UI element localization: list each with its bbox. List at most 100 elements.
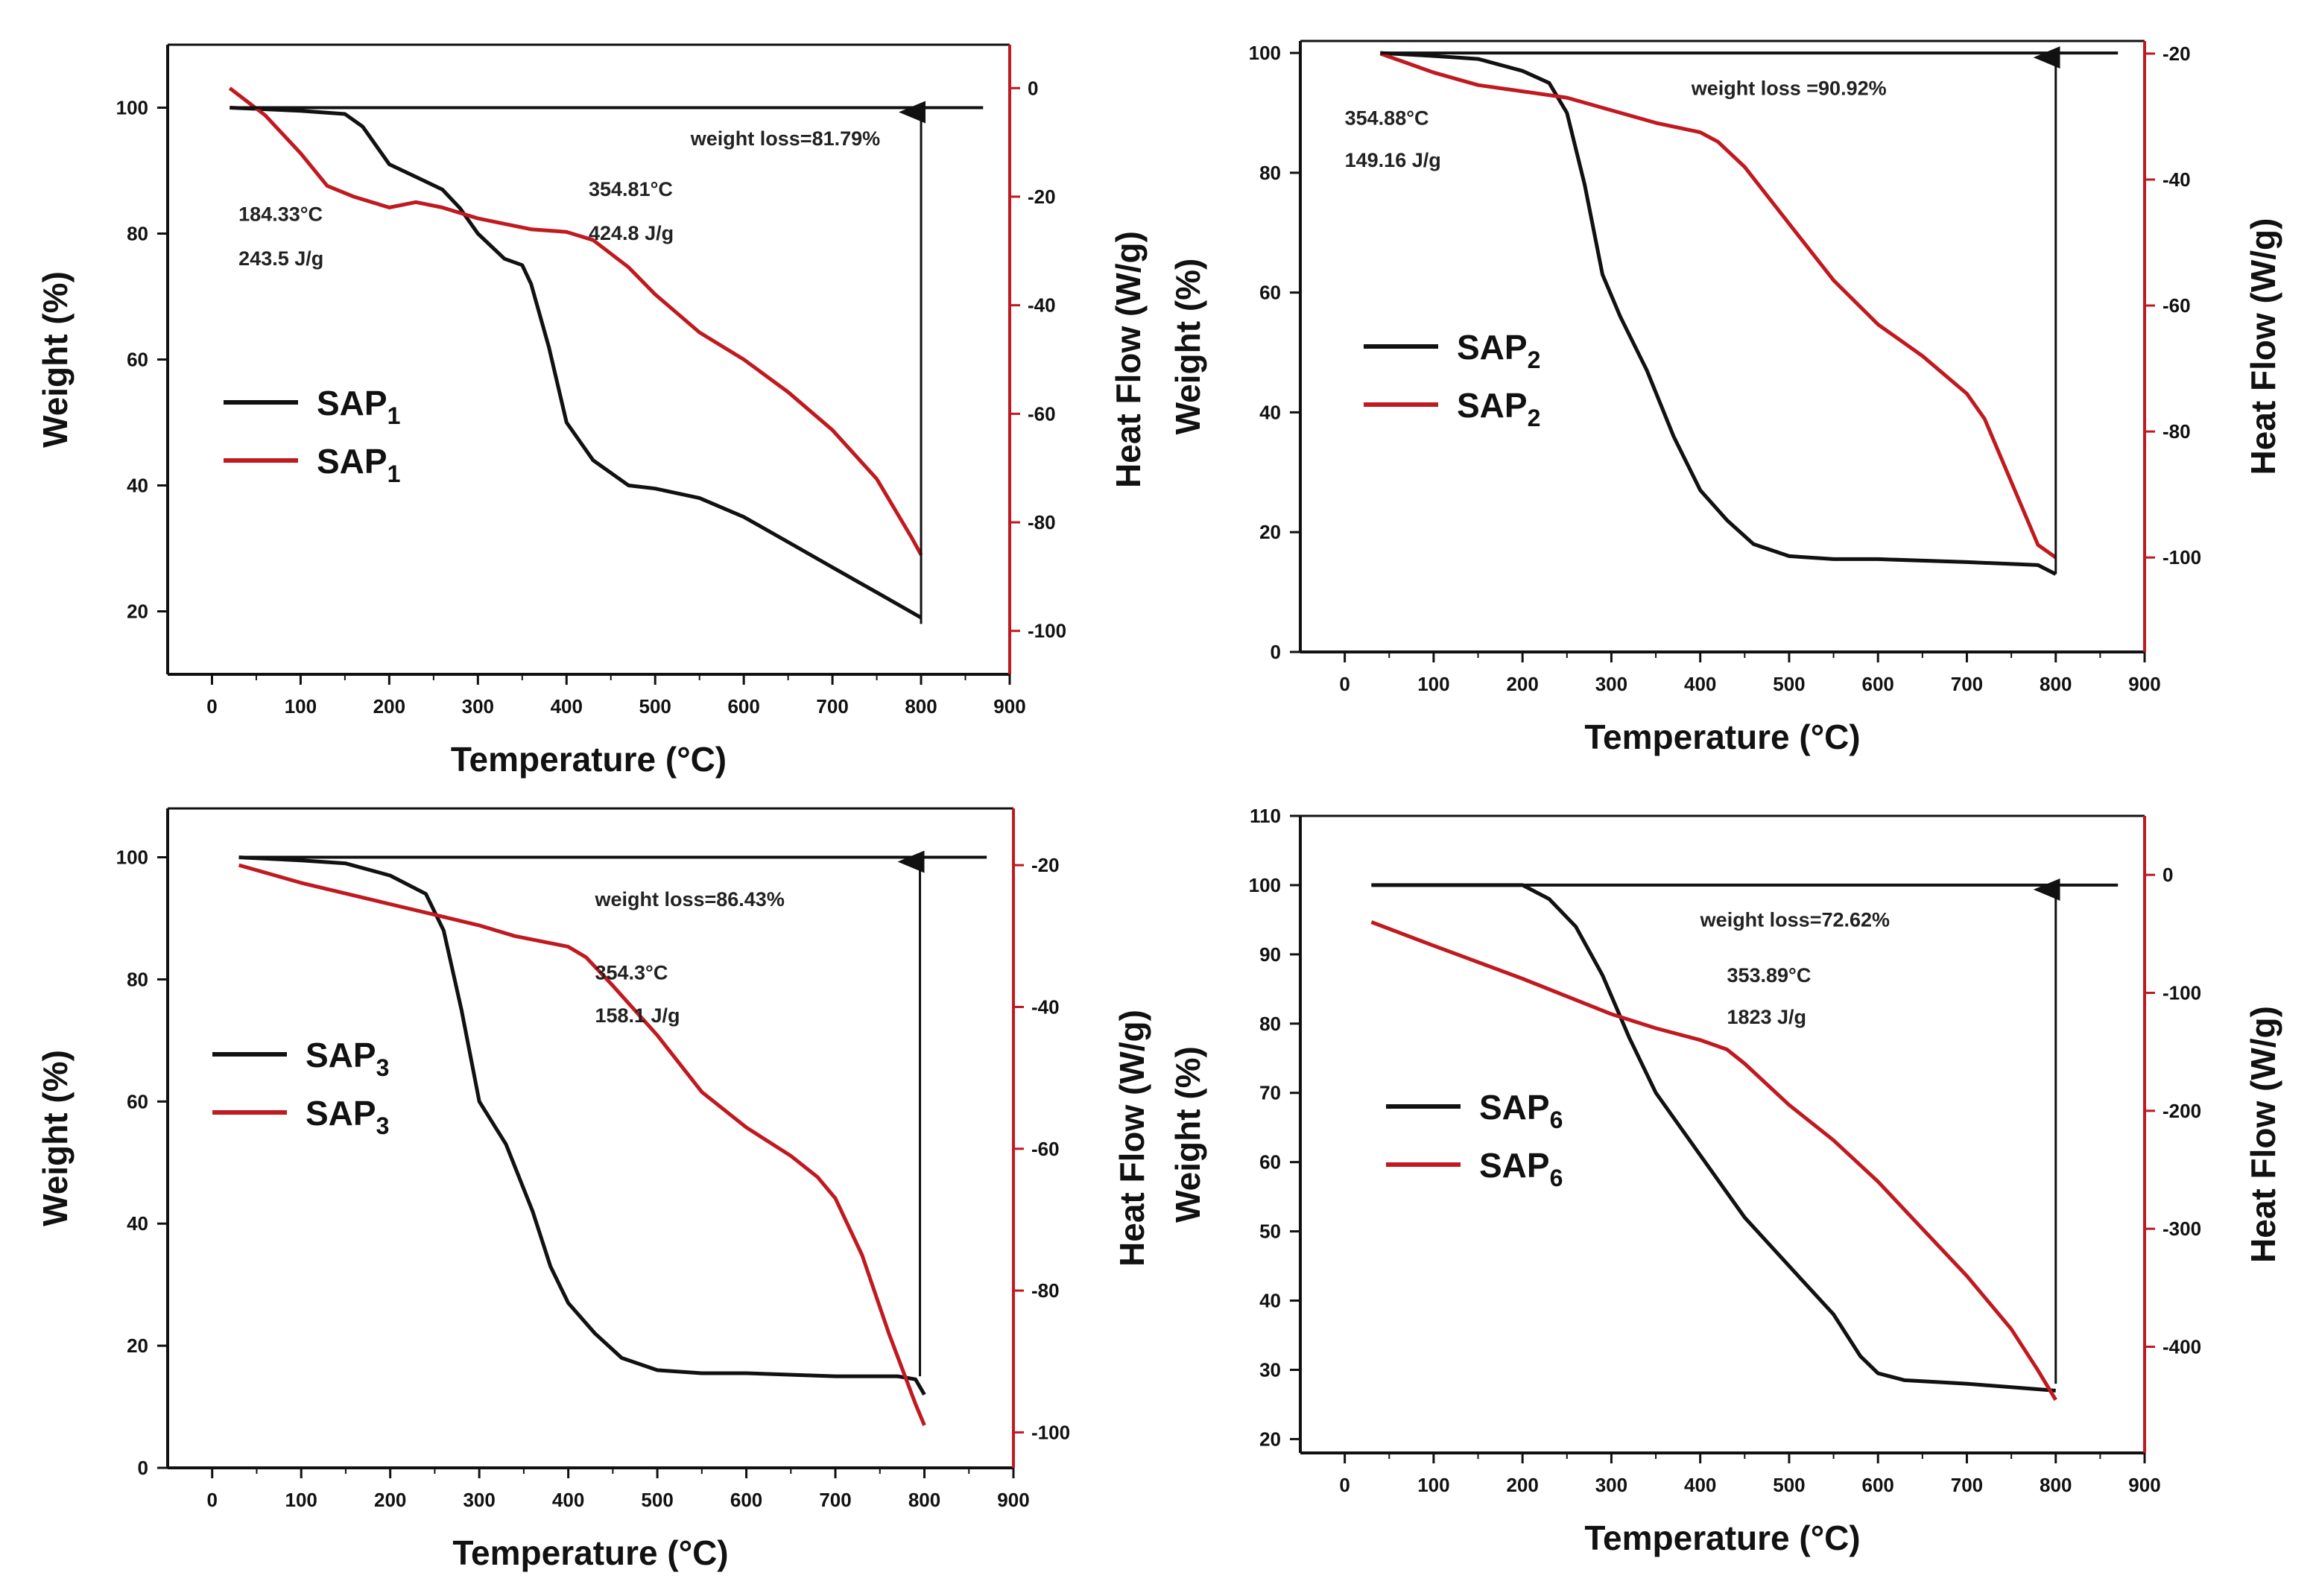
- x-tick-label: 500: [641, 1489, 673, 1511]
- x-tick-label: 900: [997, 1489, 1029, 1511]
- annotation-label: 158.1 J/g: [595, 1004, 680, 1027]
- x-tick-label: 200: [373, 695, 405, 718]
- x-axis-title: Temperature (°C): [1584, 1519, 1860, 1557]
- legend-subscript: 1: [387, 460, 401, 487]
- legend-name: SAP: [317, 442, 387, 481]
- x-tick-label: 800: [2040, 1474, 2072, 1496]
- x-tick-label: 100: [285, 695, 317, 718]
- x-axis-title: Temperature (°C): [451, 740, 727, 779]
- x-tick-label: 900: [2128, 673, 2160, 695]
- x-tick-label: 400: [552, 1489, 584, 1511]
- y-left-tick-label: 110: [1250, 805, 1281, 827]
- annotation-label: 354.3°C: [595, 961, 668, 984]
- legend-name: SAP: [1457, 328, 1528, 367]
- y-right-tick-label: -40: [1028, 294, 1056, 317]
- y-left-tick-label: 40: [1259, 401, 1281, 423]
- y-axis-left-title: Weight (%): [36, 271, 75, 448]
- x-tick-label: 300: [1595, 1474, 1627, 1496]
- y-right-tick-label: 0: [2162, 864, 2173, 886]
- x-tick-label: 600: [1862, 1474, 1894, 1496]
- y-right-tick-label: -100: [1028, 620, 1066, 642]
- annotation-label: 243.5 J/g: [238, 247, 323, 270]
- x-tick-label: 600: [730, 1489, 762, 1511]
- y-left-tick-label: 40: [127, 475, 148, 497]
- legend-label: SAP1: [317, 442, 400, 487]
- y-left-tick-label: 0: [1271, 641, 1281, 663]
- y-left-tick-label: 70: [1259, 1082, 1281, 1104]
- legend-name: SAP: [1479, 1088, 1550, 1127]
- y-left-tick-label: 50: [1259, 1220, 1281, 1243]
- y-axis-left-title: Weight (%): [1168, 259, 1207, 435]
- x-tick-label: 100: [1417, 673, 1449, 695]
- y-right-tick-label: -20: [1028, 186, 1056, 208]
- y-right-tick-label: -60: [1031, 1138, 1060, 1160]
- y-left-tick-label: 20: [1259, 1428, 1281, 1450]
- y-right-tick-label: -20: [1031, 854, 1060, 876]
- annotation-label: 354.81°C: [589, 178, 673, 200]
- y-right-tick-label: -80: [1031, 1279, 1060, 1302]
- x-tick-label: 200: [374, 1489, 406, 1511]
- legend-name: SAP: [317, 384, 387, 422]
- x-tick-label: 0: [207, 1489, 218, 1511]
- legend-label: SAP1: [317, 384, 400, 429]
- x-tick-label: 100: [285, 1489, 317, 1511]
- y-left-tick-label: 0: [138, 1457, 148, 1479]
- y-axis-right-title: Heat Flow (W/g): [1113, 1010, 1151, 1267]
- y-left-tick-label: 20: [127, 601, 148, 623]
- chart-panel-bottom-right: 0 100 200 300 400 500 600 700 800 900203040506070…: [1168, 805, 2282, 1557]
- legend-name: SAP: [1457, 386, 1528, 425]
- y-right-tick-label: -300: [2162, 1217, 2201, 1240]
- y-left-tick-label: 90: [1259, 943, 1281, 966]
- y-left-tick-label: 60: [127, 349, 148, 371]
- chart-panel-top-right: 0 100 200 300 400 500 600 700 800 900 0 20 40 60 80 100…: [1168, 39, 2282, 756]
- series-line-heat-flow: [1370, 920, 2057, 1402]
- legend-name: SAP: [306, 1036, 376, 1074]
- x-tick-label: 400: [551, 695, 583, 718]
- x-tick-label: 0: [1339, 673, 1350, 695]
- y-right-tick-label: -200: [2162, 1100, 2201, 1122]
- y-left-tick-label: 20: [127, 1334, 148, 1357]
- legend-label: SAP2: [1457, 386, 1540, 431]
- y-left-tick-label: 100: [116, 846, 148, 869]
- x-tick-label: 200: [1506, 673, 1538, 695]
- x-tick-label: 400: [1684, 673, 1716, 695]
- x-tick-label: 200: [1506, 1474, 1538, 1496]
- x-tick-label: 300: [462, 695, 494, 718]
- x-tick-label: 700: [819, 1489, 851, 1511]
- y-left-tick-label: 40: [1259, 1290, 1281, 1312]
- y-left-tick-label: 80: [127, 968, 148, 990]
- annotation-label: 149.16 J/g: [1345, 149, 1441, 171]
- series-line-heat-flow: [228, 86, 923, 556]
- y-axis-right-title: Heat Flow (W/g): [1109, 231, 1148, 488]
- legend-subscript: 2: [1528, 346, 1541, 373]
- y-right-tick-label: 0: [1028, 77, 1038, 99]
- x-tick-label: 900: [993, 695, 1025, 718]
- chart-panel-top-left: 0 100 200 300 400 500 600 700 800 900 20 40 60 80 100 0…: [36, 43, 1148, 779]
- legend-subscript: 2: [1528, 405, 1541, 431]
- annotation-label: weight loss =90.92%: [1691, 77, 1887, 99]
- series-line-heat-flow: [1379, 51, 2057, 560]
- annotation-label: weight loss=72.62%: [1700, 909, 1890, 931]
- y-axis-left-title: Weight (%): [1168, 1046, 1207, 1223]
- y-left-tick-label: 80: [127, 223, 148, 245]
- x-tick-label: 700: [1951, 673, 1983, 695]
- annotation-label: 424.8 J/g: [589, 222, 674, 244]
- y-right-tick-label: -100: [2162, 546, 2201, 569]
- x-tick-label: 800: [905, 695, 937, 718]
- y-axis-left-title: Weight (%): [36, 1050, 75, 1226]
- y-right-tick-label: -60: [1028, 402, 1056, 425]
- annotation-label: 354.88°C: [1345, 107, 1429, 130]
- x-tick-label: 300: [463, 1489, 495, 1511]
- x-tick-label: 0: [206, 695, 217, 718]
- x-axis-title: Temperature (°C): [452, 1533, 728, 1572]
- x-tick-label: 0: [1339, 1474, 1350, 1496]
- legend-label: SAP6: [1479, 1088, 1563, 1133]
- y-left-tick-label: 100: [116, 97, 148, 119]
- y-right-tick-label: -100: [2162, 982, 2201, 1004]
- y-left-tick-label: 100: [1249, 874, 1281, 896]
- y-left-tick-label: 80: [1259, 162, 1281, 184]
- annotation-label: weight loss=81.79%: [690, 127, 880, 150]
- x-tick-label: 700: [1951, 1474, 1983, 1496]
- y-axis-right-title: Heat Flow (W/g): [2244, 1006, 2282, 1263]
